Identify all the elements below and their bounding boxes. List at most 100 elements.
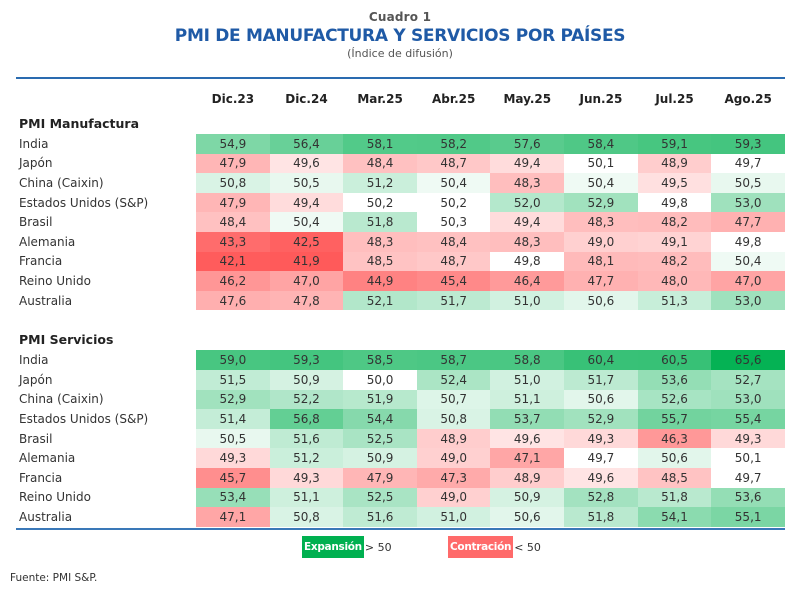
pmi-value-cell: 49,4 <box>490 212 565 232</box>
pmi-value-cell: 47,7 <box>564 271 638 291</box>
pmi-value-cell: 52,9 <box>196 389 270 410</box>
pmi-value-cell: 51,6 <box>269 428 344 449</box>
pmi-value-cell: 55,4 <box>711 409 785 429</box>
pmi-value-cell: 48,9 <box>490 467 565 488</box>
pmi-value-cell: 50,4 <box>269 212 344 232</box>
pmi-value-cell: 55,7 <box>637 409 712 429</box>
country-label: Alemania <box>19 451 76 466</box>
pmi-value-cell: 50,5 <box>711 173 785 193</box>
pmi-value-cell: 50,2 <box>416 192 491 213</box>
table-subtitle: (Índice de difusión) <box>347 47 453 60</box>
expansion-swatch: Expansión <box>302 536 364 558</box>
pmi-value-cell: 54,4 <box>343 409 417 429</box>
pmi-value-cell: 49,7 <box>564 448 638 468</box>
pmi-value-cell: 50,1 <box>711 448 785 468</box>
pmi-value-cell: 51,7 <box>564 369 638 390</box>
pmi-value-cell: 53,0 <box>711 389 785 410</box>
pmi-value-cell: 52,5 <box>343 428 417 449</box>
pmi-value-cell: 47,9 <box>196 192 270 213</box>
pmi-value-cell: 51,9 <box>343 389 417 410</box>
table-row: Brasil 48,4 50,4 51,8 50,3 49,4 48,3 48,2 47,7 <box>16 212 785 232</box>
pmi-value-cell: 55,1 <box>711 507 785 527</box>
pmi-value-cell: 50,9 <box>490 487 565 508</box>
legend-expansion: Expansión > 50 <box>302 536 392 558</box>
pmi-value-cell: 59,3 <box>269 350 344 370</box>
pmi-value-cell: 52,8 <box>564 487 638 508</box>
column-header: Ago.25 <box>724 92 772 106</box>
pmi-value-cell: 43,3 <box>196 231 270 252</box>
pmi-value-cell: 49,3 <box>269 467 344 488</box>
column-header: Abr.25 <box>432 92 476 106</box>
country-label: Francia <box>19 470 63 485</box>
pmi-value-cell: 54,9 <box>196 134 270 154</box>
pmi-value-cell: 54,1 <box>637 507 712 527</box>
pmi-value-cell: 50,8 <box>196 173 270 193</box>
country-label: Brasil <box>19 215 53 230</box>
pmi-value-cell: 47,9 <box>196 153 270 174</box>
legend: Expansión > 50 Contración < 50 <box>0 536 800 558</box>
pmi-value-cell: 59,1 <box>637 134 712 154</box>
pmi-value-cell: 48,3 <box>490 173 565 193</box>
pmi-value-cell: 48,1 <box>564 251 638 272</box>
pmi-value-cell: 50,5 <box>269 173 344 193</box>
pmi-value-cell: 48,5 <box>637 467 712 488</box>
pmi-value-cell: 51,8 <box>637 487 712 508</box>
table-body: PMI Manufactura India 54,9 56,4 58,1 58,2 57,6… <box>16 112 785 527</box>
country-label: China (Caixin) <box>19 392 104 407</box>
table-header: Cuadro 1 PMI DE MANUFACTURA Y SERVICIOS … <box>0 10 800 60</box>
contraction-rule: < 50 <box>514 540 541 554</box>
pmi-value-cell: 51,3 <box>637 290 712 311</box>
pmi-value-cell: 50,6 <box>637 448 712 468</box>
pmi-value-cell: 56,4 <box>269 134 344 154</box>
contraction-swatch: Contración <box>448 536 514 558</box>
pmi-value-cell: 48,9 <box>416 428 491 449</box>
pmi-value-cell: 49,0 <box>564 231 638 252</box>
pmi-value-cell: 51,6 <box>343 507 417 527</box>
legend-contraction: Contración < 50 <box>448 536 541 558</box>
pmi-value-cell: 44,9 <box>343 271 417 291</box>
pmi-value-cell: 50,6 <box>564 290 638 311</box>
country-label: Reino Unido <box>19 490 91 505</box>
pmi-value-cell: 49,0 <box>416 448 491 468</box>
column-header: Dic.23 <box>211 92 255 106</box>
table-row: Reino Unido 46,2 47,0 44,9 45,4 46,4 47,7 48,0 4… <box>16 271 785 291</box>
pmi-value-cell: 60,4 <box>564 350 638 370</box>
country-label: Japón <box>19 372 53 387</box>
pmi-value-cell: 48,4 <box>416 231 491 252</box>
country-label: India <box>19 136 49 151</box>
column-header: May.25 <box>503 92 552 106</box>
pmi-value-cell: 42,1 <box>196 251 270 272</box>
pmi-value-cell: 52,9 <box>564 409 638 429</box>
pmi-value-cell: 50,0 <box>343 369 417 390</box>
table-row: India 59,0 59,3 58,5 58,7 58,8 60,4 60,5 65,6 <box>16 350 785 370</box>
pmi-value-cell: 49,3 <box>564 428 638 449</box>
pmi-value-cell: 51,0 <box>490 369 565 390</box>
country-label: China (Caixin) <box>19 175 104 190</box>
pmi-value-cell: 49,6 <box>490 428 565 449</box>
table-row: Reino Unido 53,4 51,1 52,5 49,0 50,9 52,8 51,8 5… <box>16 487 785 508</box>
pmi-value-cell: 52,4 <box>416 369 491 390</box>
pmi-value-cell: 53,0 <box>711 192 785 213</box>
pmi-value-cell: 51,8 <box>343 212 417 232</box>
pmi-value-cell: 48,4 <box>343 153 417 174</box>
pmi-value-cell: 56,8 <box>269 409 344 429</box>
pmi-value-cell: 49,4 <box>269 192 344 213</box>
pmi-value-cell: 50,7 <box>416 389 491 410</box>
country-label: Reino Unido <box>19 273 91 288</box>
column-header-row: Dic.23 Dic.24 Mar.25 Abr.25 May.25 Jun.2… <box>16 86 785 112</box>
pmi-value-cell: 52,1 <box>343 290 417 311</box>
pmi-value-cell: 50,3 <box>416 212 491 232</box>
pmi-value-cell: 50,5 <box>196 428 270 449</box>
pmi-value-cell: 49,7 <box>711 467 785 488</box>
pmi-value-cell: 47,0 <box>711 271 785 291</box>
pmi-value-cell: 47,8 <box>269 290 344 311</box>
table-row: Japón 47,9 49,6 48,4 48,7 49,4 50,1 48,9 49,7 <box>16 153 785 174</box>
pmi-value-cell: 50,1 <box>564 153 638 174</box>
country-label: Estados Unidos (S&P) <box>19 195 149 210</box>
table-row: China (Caixin) 52,9 52,2 51,9 50,7 51,1 50,6 52… <box>16 389 785 410</box>
pmi-value-cell: 48,2 <box>637 251 712 272</box>
column-header: Mar.25 <box>357 92 403 106</box>
pmi-value-cell: 57,6 <box>490 134 565 154</box>
table-row: China (Caixin) 50,8 50,5 51,2 50,4 48,3 50,4 49… <box>16 173 785 193</box>
pmi-value-cell: 47,6 <box>196 290 270 311</box>
